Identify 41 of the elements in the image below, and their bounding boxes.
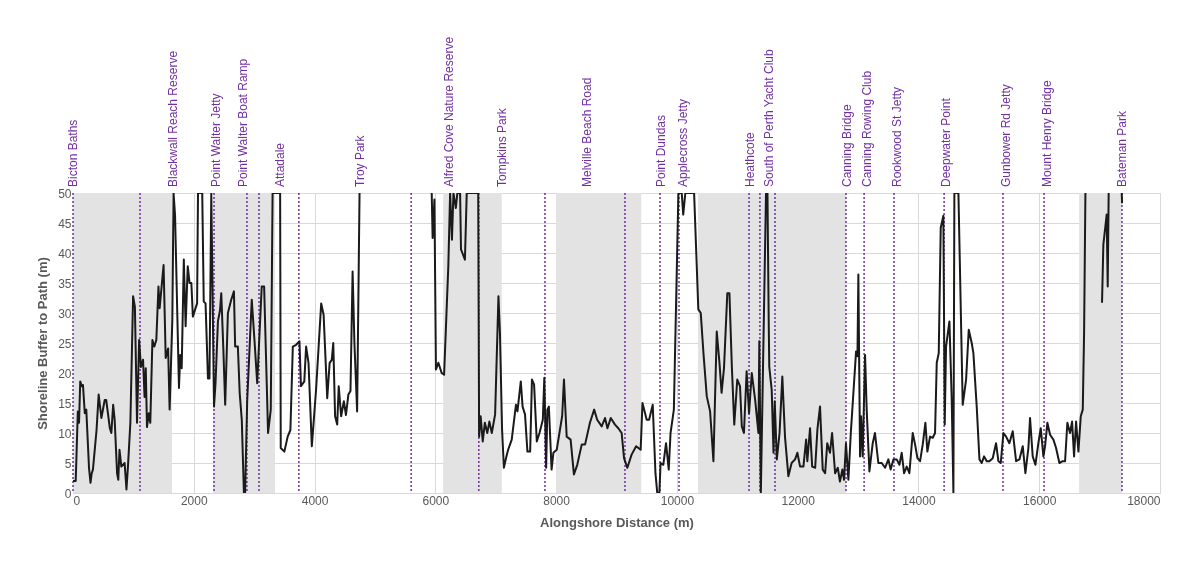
x-tick-label: 18000 [1127, 493, 1161, 508]
annotation: Rookwood St Jetty [890, 86, 905, 187]
y-tick-label: 40 [58, 246, 72, 261]
annotation: Blackwall Reach Reserve [165, 50, 180, 187]
annotation: Canning Bridge [840, 103, 855, 187]
annotation: Point Dundas [654, 114, 669, 187]
y-tick-label: 25 [58, 336, 72, 351]
x-axis-title: Alongshore Distance (m) [540, 514, 694, 530]
x-tick-label: 12000 [781, 493, 816, 508]
annotation: Attadale [273, 142, 288, 187]
x-tick-label: 8000 [543, 493, 571, 508]
x-tick-label: 2000 [180, 493, 208, 508]
x-tick-label: 4000 [301, 493, 329, 508]
y-tick-label: 20 [58, 366, 72, 381]
annotation: Canning Rowing Club [860, 70, 875, 187]
y-tick-label: 15 [58, 396, 72, 411]
annotation: Heathcote [742, 131, 757, 187]
annotation: Mount Henry Bridge [1040, 79, 1055, 187]
x-tick-label: 10000 [660, 493, 695, 508]
y-tick-label: 45 [58, 216, 72, 231]
y-tick-label: 35 [58, 276, 72, 291]
y-axis-title: Shoreline Buffer to Path (m) [35, 257, 51, 430]
y-tick-label: 5 [64, 456, 72, 471]
annotation: Alfred Cove Nature Reserve [442, 36, 457, 187]
annotation: Point Walter Jetty [208, 93, 223, 187]
annotation: Gunbower Rd Jetty [999, 84, 1014, 187]
x-tick-label: 6000 [422, 493, 450, 508]
annotation: Melville Beach Road [579, 77, 594, 187]
annotation: Applecross Jetty [675, 98, 690, 187]
annotation: Deepwater Point [939, 97, 954, 187]
x-tick-label: 14000 [902, 493, 936, 508]
x-tick-label: 16000 [1023, 493, 1057, 508]
y-tick-label: 10 [58, 426, 72, 441]
annotation: Point Walter Boat Ramp [235, 58, 250, 187]
annotation: Tompkins Park [494, 107, 509, 187]
y-tick-label: 50 [58, 186, 72, 201]
annotation: Bateman Park [1114, 109, 1129, 187]
annotation: South of Perth Yacht Club [762, 49, 777, 187]
annotation: Bicton Baths [66, 119, 80, 187]
y-tick-label: 30 [58, 306, 72, 321]
annotation: Troy Park [352, 134, 367, 187]
